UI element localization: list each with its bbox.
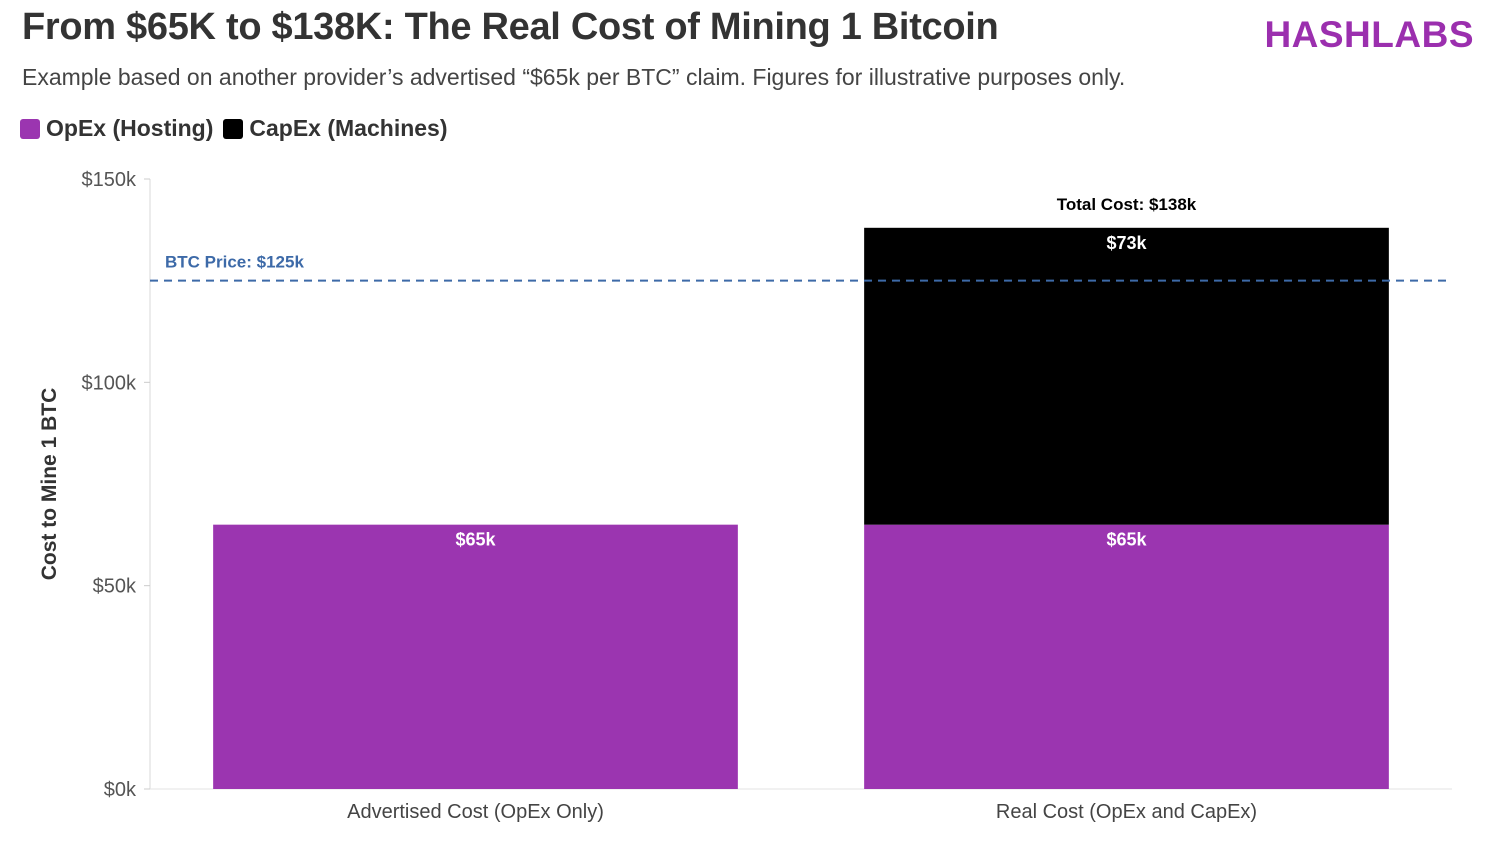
y-tick-label: $150k: [82, 169, 137, 191]
bar-capex: [864, 227, 1389, 525]
legend-label-capex: CapEx (Machines): [249, 115, 448, 141]
chart-title: From $65K to $138K: The Real Cost of Min…: [22, 6, 999, 48]
legend-item-opex: OpEx (Hosting): [20, 115, 213, 142]
bars: [213, 227, 1389, 789]
bar-value-label: $65k: [1106, 530, 1147, 550]
bar-opex: [213, 524, 738, 789]
y-axis-label: Cost to Mine 1 BTC: [38, 388, 61, 581]
bar-value-label: $73k: [1106, 233, 1147, 253]
chart-subtitle: Example based on another provider’s adve…: [22, 64, 1126, 90]
legend-swatch-opex: [20, 118, 40, 139]
y-tick-label: $50k: [93, 576, 137, 598]
bar-opex: [864, 524, 1389, 789]
legend-label-opex: OpEx (Hosting): [46, 115, 214, 141]
brand-logo: HASHLABS: [1264, 14, 1474, 55]
bar-value-label: $65k: [455, 530, 496, 550]
btc-price-label: BTC Price: $125k: [165, 253, 304, 272]
x-category-label: Advertised Cost (OpEx Only): [347, 801, 604, 823]
total-cost-label: Total Cost: $138k: [1057, 195, 1197, 214]
legend: OpEx (Hosting) CapEx (Machines): [20, 115, 448, 142]
y-tick-label: $0k: [104, 779, 137, 801]
legend-item-capex: CapEx (Machines): [223, 115, 448, 142]
data-labels: $65k $65k $73k Total Cost: $138k BTC Price: …: [150, 195, 1452, 550]
y-tick-label: $100k: [82, 372, 137, 394]
x-category-label: Real Cost (OpEx and CapEx): [996, 801, 1257, 823]
legend-swatch-capex: [223, 118, 244, 139]
